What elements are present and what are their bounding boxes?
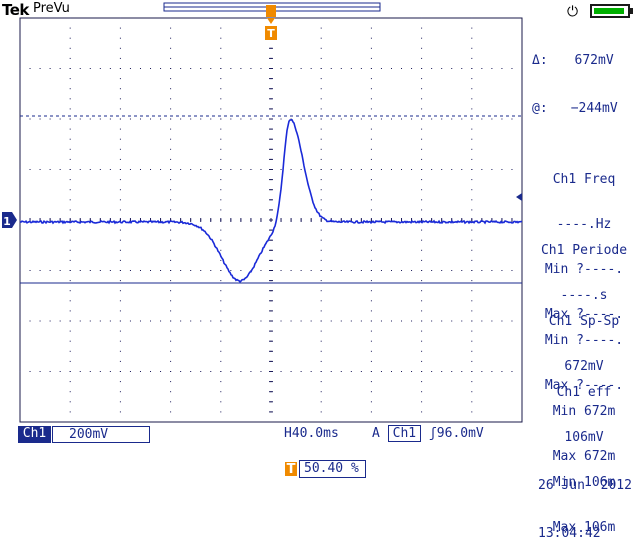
date-time: 26 Jun 2012 13:04:42	[538, 446, 632, 558]
measurement-max: Max ?----.	[544, 307, 624, 322]
graticule-grid	[19, 17, 513, 413]
ch1-ground-marker[interactable]	[2, 212, 17, 228]
measurement-title: Ch1 Periode	[540, 243, 628, 258]
record-trigger-icon	[266, 5, 276, 17]
measurement-value: ----.s	[560, 288, 608, 303]
measurement-max: Max ?----.	[544, 378, 624, 393]
battery-tip	[630, 8, 633, 14]
measurement-value: 672mV	[564, 359, 604, 374]
time: 13:04:42	[538, 526, 601, 541]
ch1-scale-readout[interactable]: 200mV	[52, 426, 150, 443]
measurement-ch1-freq[interactable]: Ch1 Freq ----.Hz Min ?----. Max ?----.	[528, 142, 640, 337]
trigger-position-icon: T	[285, 462, 297, 477]
delta-label: Δ:	[532, 53, 548, 68]
measurement-min: Min 672m	[552, 404, 616, 419]
oscilloscope-screen: T 1	[2, 2, 523, 423]
power-plug-icon: ⏻	[567, 4, 579, 20]
at-label: @:	[532, 101, 548, 116]
delta-value: 672mV	[574, 53, 614, 68]
ch1-tag[interactable]: Ch1	[18, 426, 51, 443]
measurement-value: ----.Hz	[556, 217, 612, 232]
acquisition-mode: PreVu	[33, 1, 70, 16]
measurement-ch1-period[interactable]: Ch1 Periode ----.s Min ?----. Max ?----.	[528, 213, 640, 408]
trigger-marker-letter: T	[267, 27, 275, 40]
measurement-max: Max 672m	[552, 449, 616, 464]
measurement-ch1-pk-pk[interactable]: Ch1 Sp-Sp 672mV Min 672m Max 672m	[528, 284, 640, 479]
measurement-title: Ch1 Freq	[552, 172, 616, 187]
ch1-marker-label: 1	[3, 215, 11, 228]
battery-icon	[590, 4, 630, 18]
measurement-min: Min ?----.	[544, 262, 624, 277]
cursor-readout: Δ: 672mV @: −244mV	[532, 21, 618, 133]
trigger-mode: A	[372, 426, 380, 441]
ch1-waveform	[19, 119, 523, 283]
trigger-source: Ch1	[387, 425, 422, 442]
measurement-title: Ch1 eff	[556, 385, 612, 400]
date: 26 Jun 2012	[538, 478, 632, 493]
brand-logo: Tek	[2, 1, 29, 19]
timebase-readout[interactable]: H40.0ms	[284, 426, 339, 441]
trigger-level-arrow-icon[interactable]	[516, 193, 522, 201]
measurement-min: Min ?----.	[544, 333, 624, 348]
trigger-position-marker[interactable]	[265, 26, 277, 40]
trigger-pointer-icon	[267, 18, 275, 24]
trigger-readout[interactable]: A Ch1 ʃ 96.0mV	[372, 425, 484, 442]
rising-edge-icon: ʃ	[428, 426, 437, 441]
at-value: −244mV	[570, 101, 618, 116]
trigger-position-readout[interactable]: 50.40 %	[299, 460, 366, 478]
trigger-level: 96.0mV	[436, 426, 484, 441]
measurement-title: Ch1 Sp-Sp	[548, 314, 620, 329]
measurement-value: 106mV	[564, 430, 604, 445]
